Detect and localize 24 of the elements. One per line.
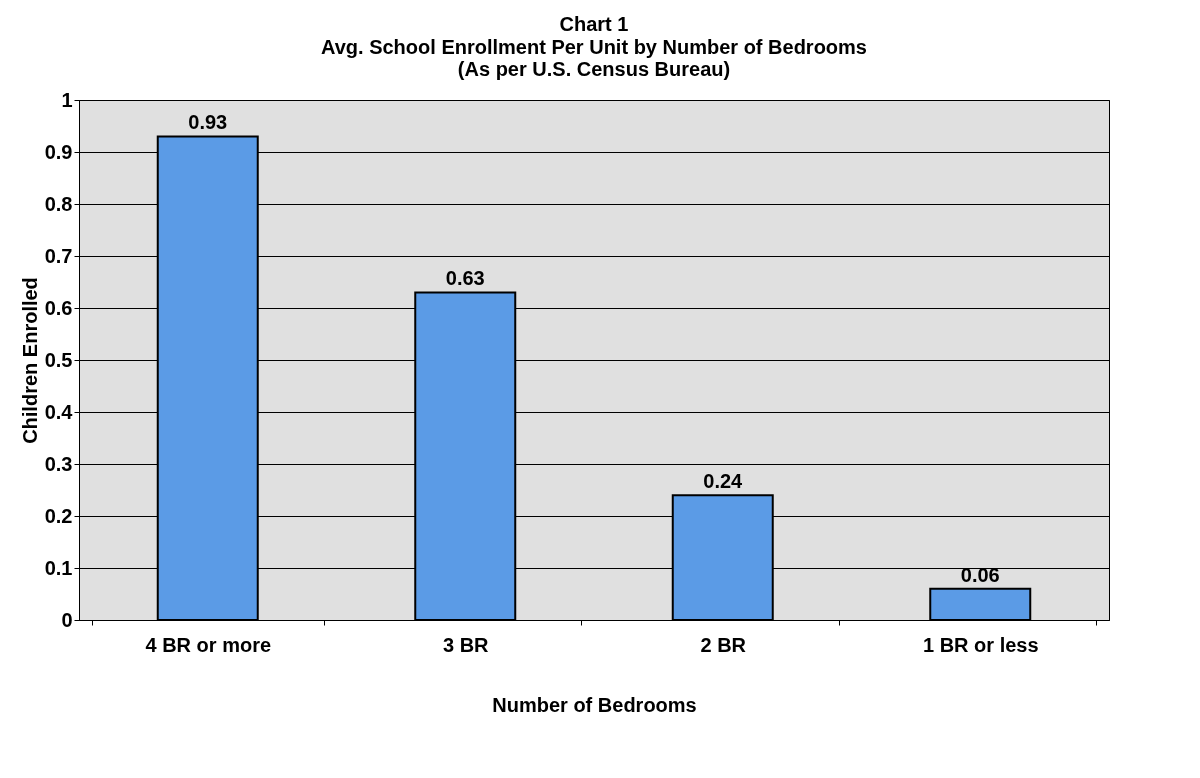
x-tick-label: 2 BR — [700, 633, 747, 656]
text: (As per U.S. Census Bureau) — [457, 58, 731, 80]
y-tick-label: 0.4 — [44, 400, 74, 423]
x-tick-label: 1 BR or less — [922, 633, 1039, 656]
y-tick-label: 0.5 — [44, 348, 73, 371]
y-tick-label: 0.2 — [44, 504, 73, 527]
x-tick-label: 3 BR — [442, 633, 490, 656]
y-tick-label: 0.7 — [44, 244, 73, 267]
y-tick-label: 0.9 — [44, 140, 73, 163]
y-tick-label: 1 — [61, 88, 73, 111]
y-tick-label: 0.3 — [44, 452, 73, 475]
y-tick-label: 0 — [61, 608, 73, 631]
chart-title: Chart 1 — [559, 13, 629, 35]
data-label: 0.06 — [960, 563, 1000, 586]
x-tick-label: 4 BR or more — [145, 633, 272, 656]
x-axis-title: Number of Bedrooms — [492, 693, 697, 716]
y-tick-label: 0.6 — [44, 296, 73, 319]
data-label: 0.24 — [703, 470, 744, 493]
y-axis-title: Children Enrolled — [18, 277, 41, 444]
y-tick-label: 0.8 — [44, 192, 73, 215]
data-label: 0.63 — [445, 267, 485, 290]
y-tick-label: 0.1 — [44, 556, 73, 579]
chart-subtitle: Avg. School Enrollment Per Unit by Number of Bedrooms — [321, 36, 867, 58]
data-label: 0.93 — [188, 111, 228, 134]
